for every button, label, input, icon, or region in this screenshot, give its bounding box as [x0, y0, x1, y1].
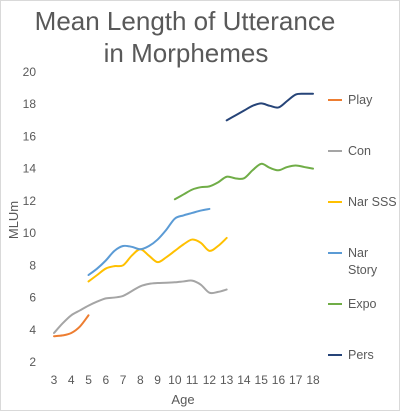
x-tick-label: 9	[154, 373, 161, 387]
series-line-pers	[225, 92, 314, 122]
series-lines	[53, 92, 314, 338]
x-tick-label: 15	[255, 373, 269, 387]
x-tick-label: 14	[237, 373, 251, 387]
x-tick-label: 8	[137, 373, 144, 387]
x-tick-label: 7	[120, 373, 127, 387]
x-tick-label: 3	[51, 373, 58, 387]
x-tick-label: 5	[85, 373, 92, 387]
legend-label: Story	[348, 263, 378, 277]
legend-label: Pers	[348, 348, 374, 362]
x-tick-label: 4	[68, 373, 75, 387]
series-line-con	[53, 279, 228, 334]
legend-label: Expo	[348, 297, 377, 311]
x-axis-title: Age	[171, 392, 194, 407]
y-tick-label: 18	[23, 97, 37, 111]
x-tick-label: 10	[168, 373, 182, 387]
y-tick-label: 6	[29, 291, 36, 305]
y-tick-label: 20	[23, 65, 37, 79]
y-axis-title: MLUm	[6, 201, 21, 239]
series-line-expo	[173, 162, 314, 201]
x-tick-label: 13	[220, 373, 234, 387]
x-tick-label: 11	[186, 373, 199, 387]
x-tick-label: 16	[272, 373, 286, 387]
legend-label: Nar	[348, 246, 368, 260]
legend: Play Con Nar SSS Nar Story Expo Pers	[328, 93, 397, 362]
chart-title-line-2: in Morphemes	[104, 38, 269, 68]
series-line-nar-sss	[87, 236, 228, 283]
x-tick-label: 18	[306, 373, 320, 387]
legend-label: Con	[348, 144, 371, 158]
x-tick-label: 17	[289, 373, 303, 387]
y-tick-label: 16	[23, 129, 37, 143]
x-axis-tick-labels: 3 4 5 6 7 8 9 10 11 12 13 14 15 16 17 18	[51, 373, 320, 387]
y-tick-label: 12	[23, 194, 37, 208]
x-tick-label: 6	[102, 373, 109, 387]
series-line-nar-story	[87, 207, 211, 276]
chart-title-line-1: Mean Length of Utterance	[35, 6, 336, 36]
y-tick-label: 14	[23, 162, 37, 176]
y-tick-label: 10	[23, 226, 37, 240]
y-tick-label: 8	[29, 258, 36, 272]
series-line-play	[53, 314, 90, 338]
legend-label: Play	[348, 93, 373, 107]
y-tick-label: 4	[29, 323, 36, 337]
legend-label: Nar SSS	[348, 195, 397, 209]
y-tick-label: 2	[29, 355, 36, 369]
x-tick-label: 12	[203, 373, 217, 387]
y-axis-tick-labels: 2 4 6 8 10 12 14 16 18 20	[23, 65, 37, 369]
